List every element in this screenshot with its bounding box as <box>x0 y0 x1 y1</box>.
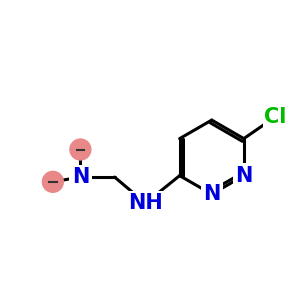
Circle shape <box>42 171 63 192</box>
Text: Cl: Cl <box>265 107 287 127</box>
Text: N: N <box>235 166 253 186</box>
Text: N: N <box>72 167 89 187</box>
Text: N: N <box>203 184 220 204</box>
Circle shape <box>70 139 91 160</box>
Text: NH: NH <box>128 193 163 213</box>
